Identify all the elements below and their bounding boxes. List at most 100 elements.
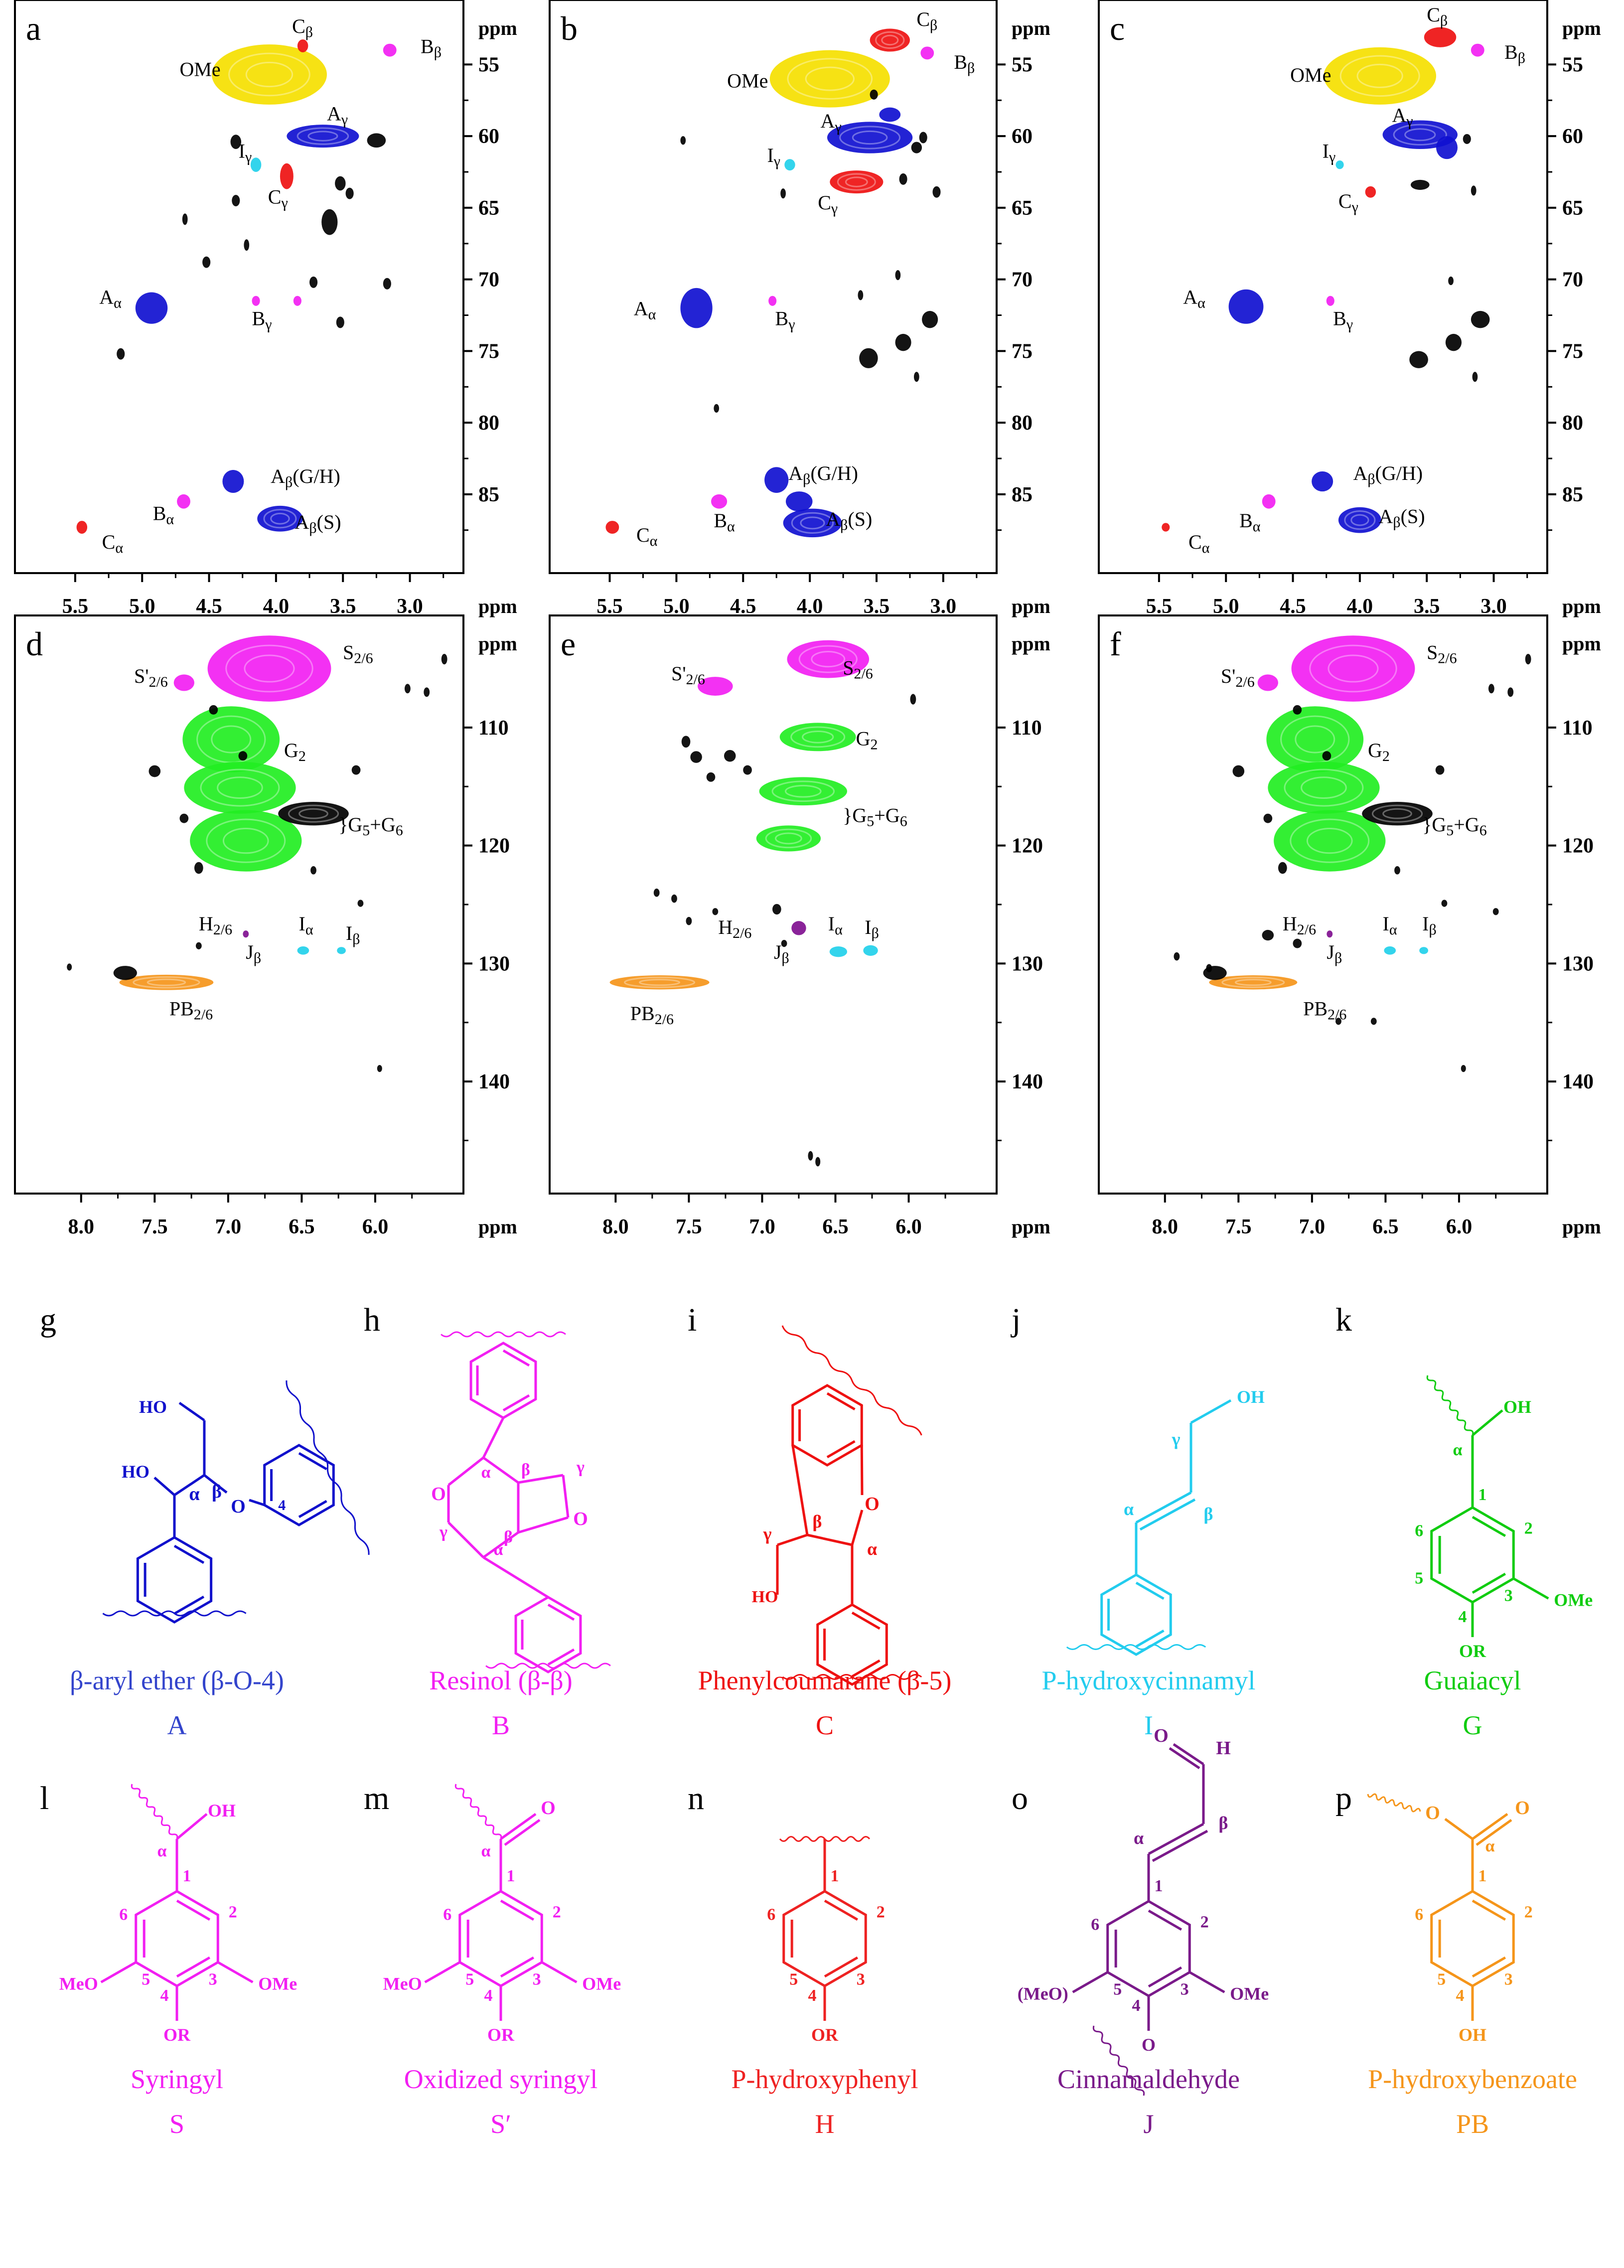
structure-name: Cinnamaldehyde	[1057, 2064, 1240, 2094]
atom-label: 5	[1113, 1980, 1122, 1999]
cross-peak	[920, 46, 934, 60]
structure-letter: n	[688, 1780, 704, 1816]
peak-label: }G5+G6	[843, 804, 907, 829]
cross-peak	[870, 89, 878, 100]
cross-peak	[310, 866, 316, 875]
y-tick-label: 70	[478, 269, 499, 292]
peak-label: S2/6	[1427, 641, 1457, 667]
cross-peak	[653, 889, 660, 897]
cross-peak	[184, 761, 296, 814]
atom-label: OH	[208, 1801, 236, 1820]
cross-peak	[182, 213, 188, 225]
peak-label: Cβ	[916, 8, 937, 33]
peak-label-tail: +G	[874, 804, 899, 826]
atom-label: 4	[278, 1497, 286, 1513]
peak-label-sub: α	[727, 518, 735, 535]
contour-line	[1306, 828, 1353, 854]
peak-label-main: A	[1392, 104, 1406, 126]
atom-label: O	[573, 1509, 588, 1529]
contour-line	[1234, 979, 1272, 986]
peak-label: H2/6	[1283, 912, 1316, 938]
peak-label: Cα	[1188, 531, 1210, 556]
bond	[1189, 1971, 1225, 1993]
cross-peak	[1471, 185, 1476, 196]
double-bond	[173, 1595, 205, 1615]
contour-line	[624, 976, 696, 988]
bond	[1476, 1818, 1512, 1846]
structure-letter: j	[1011, 1302, 1021, 1338]
peak-label-main: C	[292, 15, 305, 37]
cross-peak	[383, 278, 391, 290]
peak-label: PB2/6	[1303, 998, 1346, 1023]
cross-peak	[910, 694, 916, 705]
peak-label-sub: 2	[1382, 748, 1390, 764]
contour-line	[790, 726, 846, 748]
cross-peak	[230, 135, 242, 149]
peak-label-sub: β	[803, 471, 810, 487]
peak-label: Jβ	[246, 941, 261, 966]
peak-label: OMe	[179, 58, 220, 80]
y-tick-label: 80	[1012, 412, 1033, 435]
y-tick-label: 85	[1012, 483, 1033, 506]
wavy-bond	[454, 1784, 502, 1839]
peak-label-main: S	[343, 641, 354, 664]
structure-code: J	[1143, 2109, 1154, 2139]
bond	[217, 1961, 254, 1983]
bond	[504, 1818, 541, 1846]
peak-label-sub: 6	[396, 822, 403, 839]
peak-label-sub: β	[782, 950, 789, 966]
contour-line	[307, 131, 338, 142]
bond	[1472, 1409, 1503, 1436]
peak-label-sub: α	[1202, 540, 1210, 556]
atom-label: γ	[1172, 1429, 1181, 1449]
atom-label: OR	[163, 2025, 191, 2045]
cross-peak	[1232, 765, 1245, 777]
bond	[100, 1961, 137, 1983]
bond	[203, 1474, 228, 1494]
cross-peak	[780, 188, 786, 199]
bond	[791, 1445, 809, 1535]
contour-line	[228, 52, 310, 97]
cross-peak	[1335, 1018, 1341, 1025]
atom-label: α	[1485, 1837, 1495, 1855]
peak-label-sub: α	[166, 511, 174, 528]
double-bond	[547, 1603, 575, 1621]
contour-line	[805, 66, 855, 91]
cross-peak	[309, 276, 318, 288]
cross-peak	[202, 256, 211, 268]
wavy-bond	[779, 1836, 871, 1842]
structure-l: l Syringyl S OH α1 2 3 45 6 OMe MeO OR	[40, 1780, 297, 2139]
cross-peak	[772, 904, 781, 915]
x-tick-label: 7.5	[142, 1215, 168, 1238]
spectrum-panel-a: 55 60 65 70 75 80 85 ppm 5.5 5.0 4.5 4.0 3.5 3.0 ppm a C…	[14, 0, 517, 618]
bond	[482, 1456, 519, 1484]
x-tick-label: 3.5	[330, 595, 356, 618]
peak-label-main: S'	[1221, 665, 1235, 687]
x-tick-label: 5.0	[129, 595, 155, 618]
panel-letter: b	[561, 9, 578, 47]
x-tick-label: 3.5	[1414, 595, 1440, 618]
peak-label: OMe	[727, 69, 768, 92]
peak-label-main: PB	[169, 998, 194, 1020]
spectrum-panel-c: 55 60 65 70 75 80 85 ppm 5.5 5.0 4.5 4.0 3.5 3.0 ppm c C…	[1098, 0, 1601, 618]
peak-label-sub: 2/6	[1328, 1007, 1346, 1023]
cross-peak	[781, 940, 787, 947]
peak-label: }G5+G6	[338, 813, 403, 839]
peak-label-sub: 2/6	[733, 925, 751, 941]
x-tick-label: 3.0	[397, 595, 423, 618]
double-bond	[1148, 1966, 1182, 1988]
structure-name: P-hydroxycinnamyl	[1042, 1665, 1256, 1695]
atom-label: O	[541, 1798, 556, 1818]
contour-line	[802, 730, 834, 744]
peak-label-sub: β	[1334, 950, 1342, 966]
atom-label: 1	[183, 1867, 191, 1885]
bond	[178, 1401, 205, 1422]
peak-label-main: PB	[1303, 998, 1328, 1020]
atom-label: α	[481, 1463, 491, 1482]
cross-peak	[1338, 507, 1381, 533]
x-tick-label: 6.0	[895, 1215, 922, 1238]
cross-peak	[1471, 43, 1484, 57]
